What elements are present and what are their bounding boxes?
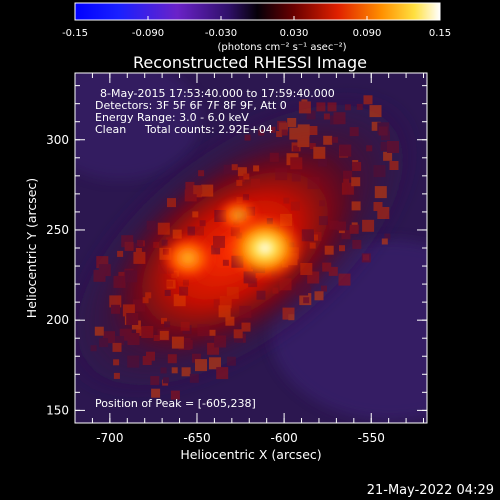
x-tick-label: -700 <box>96 431 123 445</box>
colorbar-tick-label: -0.030 <box>205 28 237 39</box>
colorbar-ticks: -0.15 -0.090 -0.030 0.030 0.090 0.15 <box>62 16 451 39</box>
solar-image <box>75 73 427 423</box>
annotation-clean: Clean <box>95 123 126 136</box>
colorbar-tick-label: -0.090 <box>132 28 164 39</box>
annotation-peak-position: Position of Peak = [-605,238] <box>95 397 256 410</box>
annotation-block: 8-May-2015 17:53:40.000 to 17:59:40.000 … <box>95 87 335 410</box>
x-tick-label: -550 <box>358 431 385 445</box>
flare-peak-core <box>225 214 305 282</box>
plot-title: Reconstructed RHESSI Image <box>133 53 367 72</box>
colorbar-tick-label: 0.15 <box>429 28 451 39</box>
annotation-time-range: 8-May-2015 17:53:40.000 to 17:59:40.000 <box>100 87 335 100</box>
annotation-energy-range: Energy Range: 3.0 - 6.0 keV <box>95 111 249 124</box>
colorbar-gradient <box>74 2 441 21</box>
y-tick-label: 300 <box>46 133 69 147</box>
x-tick-label: -650 <box>183 431 210 445</box>
colorbar-unit-label: (photons cm⁻² s⁻¹ asec⁻²) <box>217 42 346 53</box>
x-axis-ticks: -700 -650 -600 -550 <box>91 73 425 445</box>
timestamp: 21-May-2022 04:29 <box>367 483 494 498</box>
x-tick-label: -600 <box>270 431 297 445</box>
annotation-detectors: Detectors: 3F 5F 6F 7F 8F 9F, Att 0 <box>95 99 287 112</box>
y-axis-label: Heliocentric Y (arcsec) <box>24 178 39 318</box>
y-axis-ticks: 150 200 250 300 <box>46 85 427 417</box>
y-tick-label: 200 <box>46 313 69 327</box>
y-tick-label: 250 <box>46 223 69 237</box>
annotation-total-counts: Total counts: 2.92E+04 <box>144 123 273 136</box>
secondary-source <box>160 234 216 282</box>
colorbar-tick-label: 0.090 <box>353 28 382 39</box>
colorbar: -0.15 -0.090 -0.030 0.030 0.090 0.15 (photons… <box>62 2 451 53</box>
x-axis-label: Heliocentric X (arcsec) <box>180 447 321 462</box>
y-tick-label: 150 <box>46 403 69 417</box>
colorbar-tick-label: 0.030 <box>280 28 309 39</box>
colorbar-tick-label: -0.15 <box>62 28 88 39</box>
